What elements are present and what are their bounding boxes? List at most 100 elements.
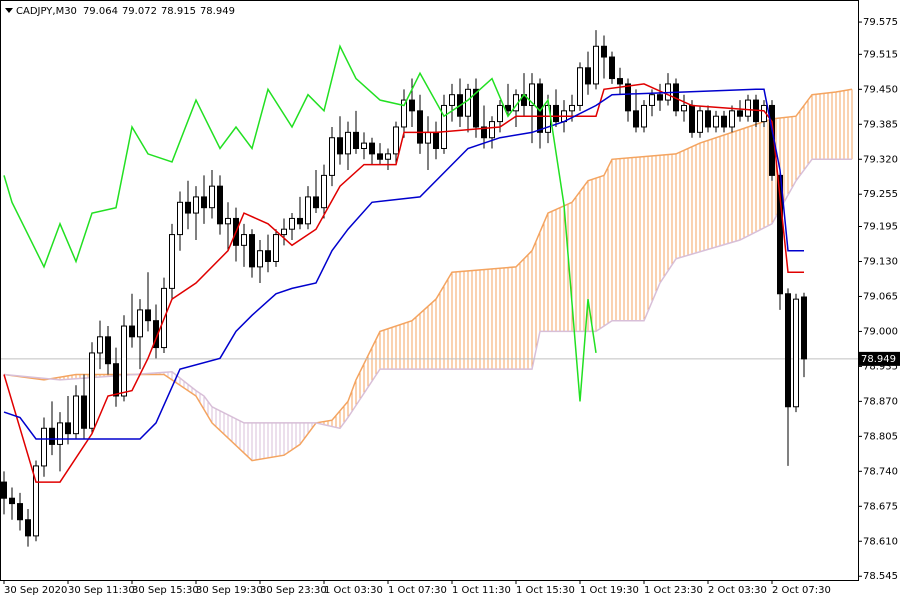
x-tick-label: 2 Oct 03:30 <box>708 585 767 596</box>
open-value: 79.064 <box>83 6 118 17</box>
candle-body <box>497 104 503 123</box>
candle-body <box>689 104 695 133</box>
candle-body <box>793 298 799 408</box>
candle-body <box>249 234 255 268</box>
candle-body <box>121 325 127 397</box>
candle-body <box>785 293 791 408</box>
y-tick-label: 79.385 <box>863 119 898 130</box>
low-value: 78.915 <box>161 6 196 17</box>
candle-body <box>617 78 623 85</box>
x-tick-label: 30 Sep 2020 <box>4 585 67 596</box>
candle-body <box>345 131 351 155</box>
candle-body <box>473 88 479 128</box>
x-tick-label: 1 Oct 15:30 <box>516 585 575 596</box>
candle-body <box>97 336 103 354</box>
candle-body <box>649 94 655 106</box>
candle-body <box>297 217 303 225</box>
indicator-line <box>3 44 597 402</box>
y-tick-label: 79.320 <box>863 154 898 165</box>
candle-body <box>433 131 439 149</box>
candle-body <box>393 126 399 155</box>
candle-body <box>65 422 71 435</box>
candle-body <box>177 201 183 236</box>
candle-body <box>369 142 375 155</box>
candle-body <box>585 67 591 85</box>
candle-body <box>33 465 39 537</box>
candle-body <box>489 121 495 139</box>
plot-area <box>0 30 858 547</box>
y-tick-label: 79.000 <box>863 326 898 337</box>
candle-body <box>569 104 575 112</box>
candle-body <box>657 94 663 101</box>
candle-body <box>321 174 327 209</box>
candle-body <box>217 185 223 225</box>
x-tick-label: 1 Oct 03:30 <box>324 585 383 596</box>
candle-body <box>553 104 559 123</box>
y-tick-label: 78.805 <box>863 431 898 442</box>
candle-body <box>801 296 807 360</box>
candle-body <box>401 99 407 128</box>
y-tick-label: 78.675 <box>863 501 898 512</box>
y-tick-label: 78.740 <box>863 466 898 477</box>
y-tick-label: 78.870 <box>863 396 898 407</box>
x-tick-label: 2 Oct 07:30 <box>772 585 831 596</box>
candle-body <box>409 99 415 112</box>
candle-body <box>441 104 447 149</box>
candle-body <box>593 45 599 85</box>
candle-body <box>73 395 79 435</box>
candle-body <box>465 88 471 117</box>
candle-body <box>41 427 47 467</box>
candle-body <box>25 519 31 537</box>
x-tick-label: 30 Sep 23:30 <box>260 585 327 596</box>
candle-body <box>417 110 423 144</box>
candle-body <box>289 217 295 230</box>
candle-body <box>601 45 607 58</box>
x-tick-label: 1 Oct 07:30 <box>388 585 447 596</box>
candle-body <box>729 110 735 128</box>
candle-body <box>225 217 231 225</box>
candle-body <box>81 395 87 429</box>
y-tick-label: 79.195 <box>863 222 898 233</box>
candle-body <box>169 234 175 289</box>
plot-border <box>0 0 859 581</box>
y-tick-label: 79.065 <box>863 291 898 302</box>
candle-body <box>425 131 431 144</box>
candle-body <box>209 185 215 209</box>
candle-body <box>17 503 23 521</box>
candle-body <box>281 228 287 236</box>
candle-body <box>745 99 751 117</box>
candle-body <box>129 325 135 338</box>
candle-body <box>1 481 7 499</box>
indicator-line <box>3 88 804 440</box>
candle-body <box>737 110 743 117</box>
symbol-menu-icon[interactable] <box>5 8 13 13</box>
candle-body <box>313 196 319 209</box>
candle-body <box>329 137 335 176</box>
candle-body <box>641 104 647 128</box>
candle-body <box>577 67 583 106</box>
y-tick-label: 78.935 <box>863 361 898 372</box>
close-value: 78.949 <box>200 6 235 17</box>
candle-body <box>265 250 271 262</box>
y-tick-label: 79.130 <box>863 256 898 267</box>
indicator-line <box>3 83 804 483</box>
candle-body <box>49 427 55 445</box>
x-tick-label: 30 Sep 19:30 <box>196 585 263 596</box>
x-tick-label: 30 Sep 15:30 <box>132 585 199 596</box>
y-tick-label: 78.545 <box>863 571 898 582</box>
candle-body <box>305 196 311 225</box>
y-tick-label: 79.515 <box>863 49 898 60</box>
price-label-box <box>858 351 900 366</box>
candle-body <box>145 309 151 322</box>
candle-body <box>681 104 687 112</box>
candle-body <box>449 94 455 106</box>
chart-header: CADJPY,M30 79.064 79.072 78.915 78.949 <box>16 6 235 17</box>
candle-body <box>241 234 247 246</box>
candle-body <box>529 83 535 106</box>
y-tick-label: 79.255 <box>863 189 898 200</box>
candle-body <box>481 126 487 139</box>
x-tick-label: 1 Oct 11:30 <box>452 585 511 596</box>
candle-body <box>113 363 119 397</box>
